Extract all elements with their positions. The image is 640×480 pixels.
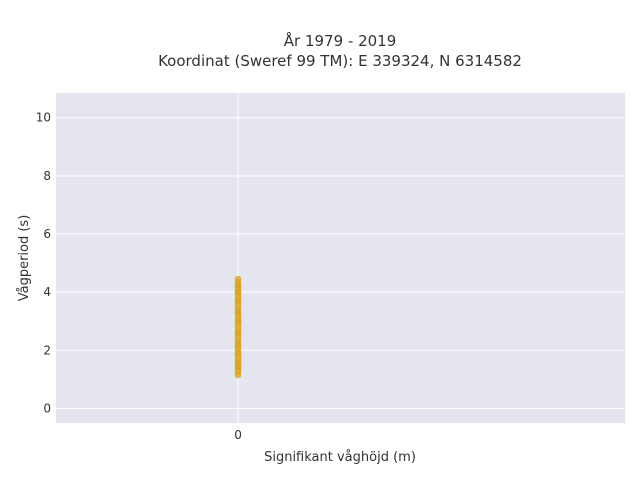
chart-title: År 1979 - 2019 — [284, 31, 397, 50]
chart-subtitle: Koordinat (Sweref 99 TM): E 339324, N 63… — [158, 52, 522, 70]
data-point — [234, 371, 242, 379]
plot-area — [56, 93, 625, 423]
data-point — [234, 288, 242, 296]
x-tick-labels: 00,010,020,030,040,050,060,070,08 — [234, 428, 242, 442]
y-tick-label: 8 — [43, 169, 51, 183]
grid-lines — [56, 93, 625, 423]
data-point — [234, 329, 242, 337]
data-point — [234, 283, 242, 290]
data-point — [234, 364, 242, 372]
data-points — [234, 275, 242, 379]
y-tick-label: 6 — [43, 227, 51, 241]
data-point — [234, 341, 242, 348]
data-point — [234, 275, 242, 283]
y-tick-label: 2 — [43, 343, 51, 357]
x-tick-label: 0 — [234, 428, 242, 442]
data-point — [234, 358, 242, 366]
y-tick-label: 4 — [43, 285, 51, 299]
data-point — [234, 349, 242, 357]
data-point — [234, 309, 242, 316]
y-tick-labels: 0 2 4 6 8 10 — [36, 111, 51, 416]
y-tick-label: 10 — [36, 111, 51, 125]
y-axis-label: Vågperiod (s) — [17, 215, 32, 302]
x-axis-label: Signifikant våghöjd (m) — [264, 450, 416, 465]
y-tick-label: 0 — [43, 401, 51, 415]
data-point — [234, 297, 242, 305]
data-point — [234, 317, 242, 325]
